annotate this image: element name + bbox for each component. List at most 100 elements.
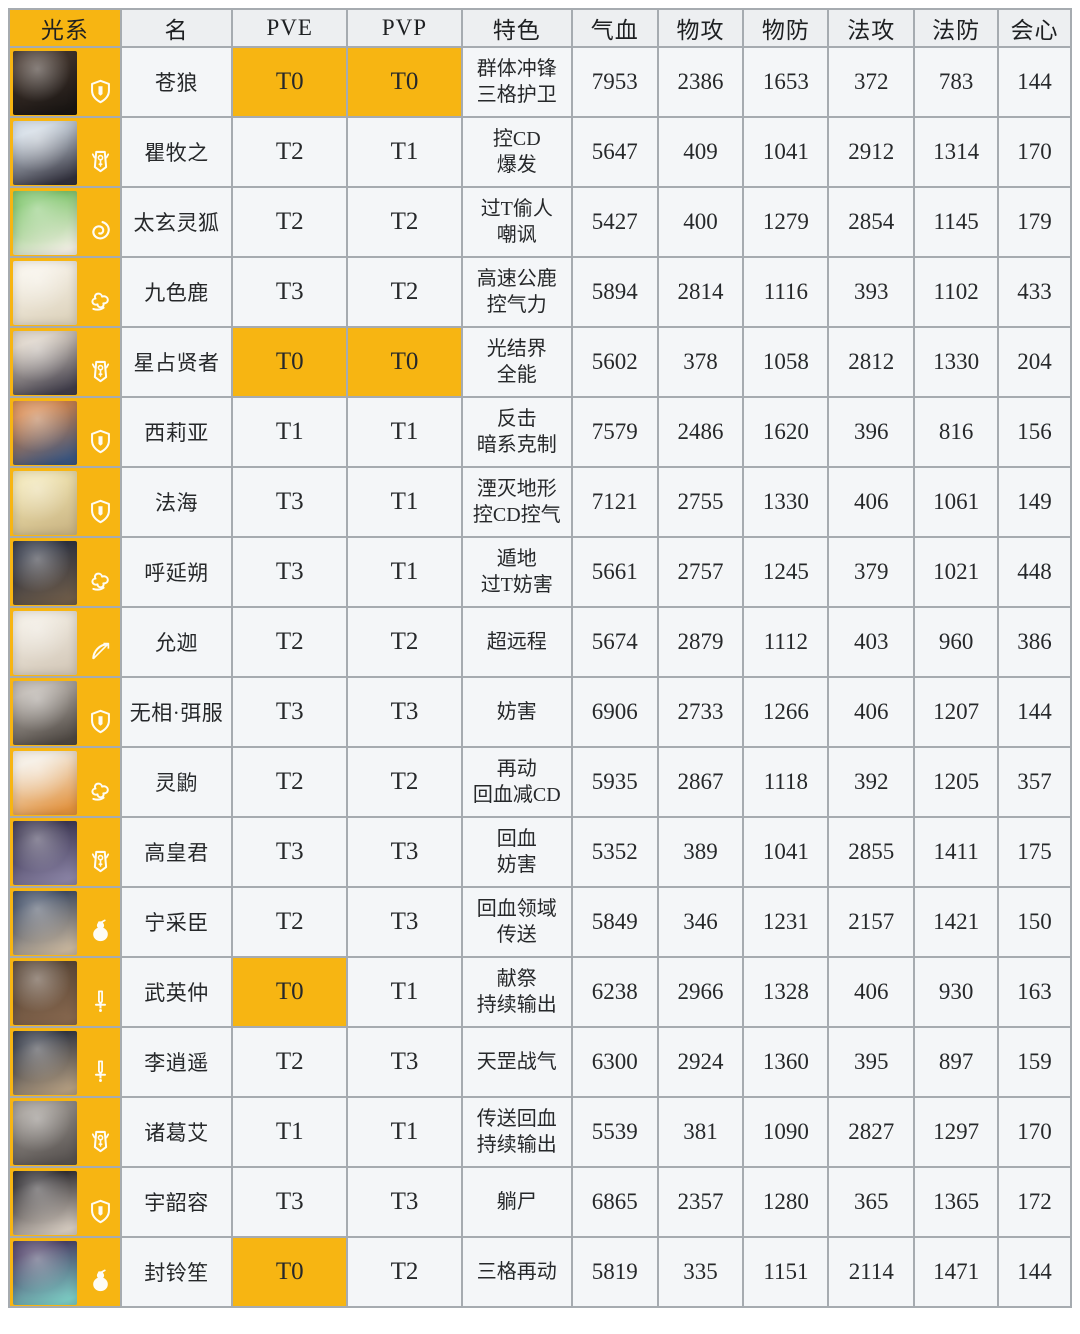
stat-pdef-cell: 1112 — [742, 606, 830, 678]
stat-crit-cell: 357 — [997, 746, 1072, 818]
stat-hp-cell: 5935 — [570, 746, 659, 818]
trait-line: 反击 — [496, 407, 537, 430]
stat-hp-cell: 6300 — [570, 1026, 659, 1098]
col-header-pvp: PVP — [346, 8, 463, 48]
stat-patk-cell: 2733 — [656, 676, 745, 748]
pvp-tier-cell: T0 — [346, 46, 463, 118]
element-cell — [8, 606, 122, 678]
stat-hp-cell: 6906 — [570, 676, 659, 748]
stat-patk-cell: 2386 — [656, 46, 745, 118]
trait-cell: 天罡战气 — [460, 1026, 573, 1098]
trait-line: 躺尸 — [496, 1190, 537, 1213]
stat-matk-cell: 396 — [827, 396, 916, 468]
stat-patk-cell: 2757 — [656, 536, 745, 608]
element-cell — [8, 886, 122, 958]
stat-crit-cell: 163 — [997, 956, 1072, 1028]
trait-cell: 光结界 全能 — [460, 326, 573, 398]
scepter-icon — [87, 848, 114, 875]
pvp-tier-cell: T3 — [346, 886, 463, 958]
stat-crit-cell: 204 — [997, 326, 1072, 398]
stat-matk-cell: 406 — [827, 956, 916, 1028]
pvp-tier-cell: T3 — [346, 676, 463, 748]
pvp-tier-cell: T0 — [346, 326, 463, 398]
pvp-tier-cell: T3 — [346, 1166, 463, 1238]
table-row: 封铃笙 T0 T2 三格再动 5819 335 1151 2114 1471 1… — [8, 1236, 1072, 1308]
table-row: 呼延朔 T3 T1 遁地 过T妨害 5661 2757 1245 379 102… — [8, 536, 1072, 608]
stat-pdef-cell: 1116 — [742, 256, 830, 328]
avatar — [13, 821, 77, 885]
avatar — [13, 471, 77, 535]
stat-crit-cell: 156 — [997, 396, 1072, 468]
stat-hp-cell: 5674 — [570, 606, 659, 678]
table-row: 李逍遥 T2 T3 天罡战气 6300 2924 1360 395 897 15… — [8, 1026, 1072, 1098]
trait-cell: 献祭 持续输出 — [460, 956, 573, 1028]
stat-pdef-cell: 1090 — [742, 1096, 830, 1168]
trait-cell: 躺尸 — [460, 1166, 573, 1238]
pve-tier-cell: T0 — [231, 46, 349, 118]
trait-cell: 过T偷人 嘲讽 — [460, 186, 573, 258]
stat-mdef-cell: 1471 — [913, 1236, 1000, 1308]
avatar — [13, 191, 77, 255]
name-cell: 呼延朔 — [119, 536, 234, 608]
pvp-tier-cell: T1 — [346, 396, 463, 468]
stat-hp-cell: 7121 — [570, 466, 659, 538]
cloud-icon — [87, 288, 114, 315]
trait-cell: 湮灭地形 控CD控气 — [460, 466, 573, 538]
stat-hp-cell: 7953 — [570, 46, 659, 118]
trait-line: 全能 — [496, 364, 537, 386]
avatar — [13, 611, 77, 675]
pvp-tier-cell: T3 — [346, 816, 463, 888]
stat-hp-cell: 5647 — [570, 116, 659, 188]
stat-matk-cell: 2157 — [827, 886, 916, 958]
element-cell — [8, 816, 122, 888]
stat-pdef-cell: 1058 — [742, 326, 830, 398]
name-cell: 苍狼 — [119, 46, 234, 118]
element-cell — [8, 466, 122, 538]
avatar — [13, 751, 77, 815]
trait-line: 三格再动 — [476, 1260, 557, 1283]
stat-crit-cell: 433 — [997, 256, 1072, 328]
name-cell: 李逍遥 — [119, 1026, 234, 1098]
stat-patk-cell: 381 — [656, 1096, 745, 1168]
stat-patk-cell: 400 — [656, 186, 745, 258]
col-header-matk: 法攻 — [827, 8, 916, 48]
pve-tier-cell: T2 — [231, 606, 349, 678]
stat-hp-cell: 6238 — [570, 956, 659, 1028]
stat-mdef-cell: 1207 — [913, 676, 1000, 748]
name-cell: 太玄灵狐 — [119, 186, 234, 258]
stat-pdef-cell: 1118 — [742, 746, 830, 818]
stat-pdef-cell: 1653 — [742, 46, 830, 118]
table-row: 西莉亚 T1 T1 反击 暗系克制 7579 2486 1620 396 816… — [8, 396, 1072, 468]
avatar — [13, 1031, 77, 1095]
pvp-tier-cell: T2 — [346, 1236, 463, 1308]
shield-icon — [87, 708, 114, 735]
table-row: 法海 T3 T1 湮灭地形 控CD控气 7121 2755 1330 406 1… — [8, 466, 1072, 538]
col-header-crit: 会心 — [997, 8, 1072, 48]
name-cell: 瞿牧之 — [119, 116, 234, 188]
col-header-patk: 物攻 — [656, 8, 745, 48]
stat-patk-cell: 2486 — [656, 396, 745, 468]
element-cell — [8, 956, 122, 1028]
stat-mdef-cell: 897 — [913, 1026, 1000, 1098]
avatar — [13, 681, 77, 745]
trait-line: 光结界 — [486, 337, 547, 360]
stat-crit-cell: 175 — [997, 816, 1072, 888]
stat-hp-cell: 5352 — [570, 816, 659, 888]
trait-line: 嘲讽 — [496, 224, 537, 246]
trait-line: 天罡战气 — [476, 1050, 557, 1073]
pvp-tier-cell: T1 — [346, 536, 463, 608]
trait-cell: 控CD 爆发 — [460, 116, 573, 188]
tier-table: 光系名 PVE PVP 特色 气血 物攻 物防 法攻 法防 会心 苍狼 T0 T0 群体冲锋 三格… — [8, 8, 1072, 1308]
stat-pdef-cell: 1620 — [742, 396, 830, 468]
pve-tier-cell: T0 — [231, 1236, 349, 1308]
trait-line: 爆发 — [496, 154, 537, 176]
stat-hp-cell: 5849 — [570, 886, 659, 958]
avatar — [13, 891, 77, 955]
stat-matk-cell: 2912 — [827, 116, 916, 188]
name-cell: 法海 — [119, 466, 234, 538]
trait-line: 控气力 — [486, 294, 547, 316]
pvp-tier-cell: T2 — [346, 256, 463, 328]
shield-icon — [87, 78, 114, 105]
stat-mdef-cell: 1145 — [913, 186, 1000, 258]
trait-line: 献祭 — [496, 967, 537, 990]
